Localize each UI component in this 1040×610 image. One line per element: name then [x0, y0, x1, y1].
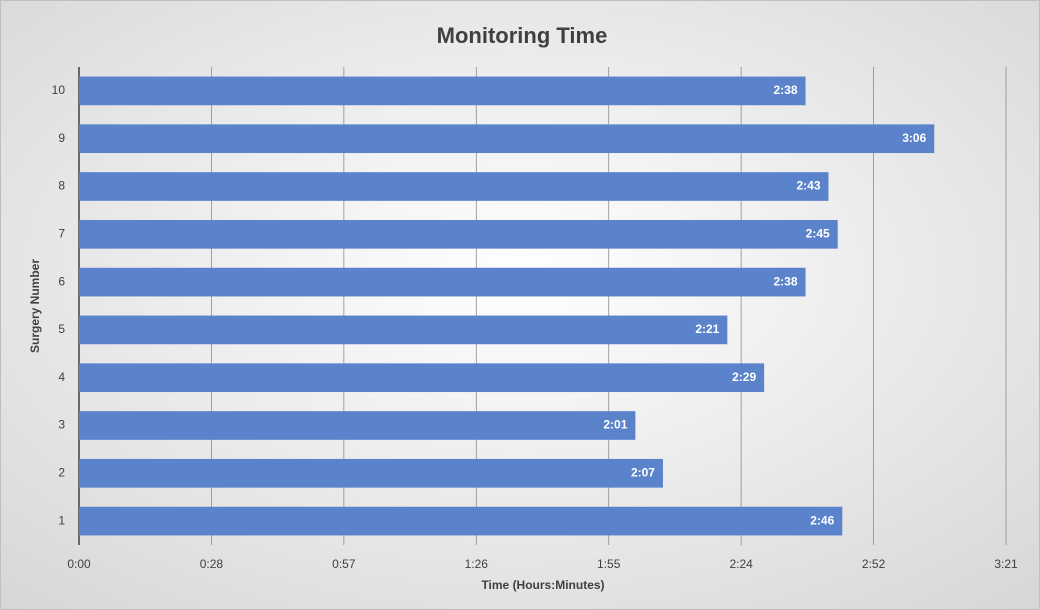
- bar: [79, 411, 636, 440]
- data-label: 2:21: [695, 322, 719, 336]
- x-tick-label: 0:28: [200, 557, 224, 571]
- y-tick-label: 10: [52, 83, 66, 97]
- y-tick-label: 7: [58, 226, 65, 240]
- y-tick-label: 8: [58, 179, 65, 193]
- bar: [79, 363, 765, 393]
- data-label: 2:38: [773, 274, 797, 288]
- bar: [79, 76, 806, 106]
- y-tick-label: 9: [58, 131, 65, 145]
- x-tick-label: 0:00: [67, 557, 91, 571]
- data-label: 2:43: [796, 179, 820, 193]
- y-tick-label: 3: [58, 418, 65, 432]
- bar: [79, 506, 843, 536]
- x-tick-label: 2:52: [862, 557, 886, 571]
- y-tick-label: 4: [58, 370, 65, 384]
- data-label: 2:01: [603, 418, 627, 432]
- data-label: 2:46: [810, 513, 834, 527]
- y-axis-title: Surgery Number: [28, 259, 42, 353]
- bar: [79, 267, 806, 297]
- data-label: 2:29: [732, 370, 756, 384]
- bar: [79, 219, 838, 249]
- y-tick-label: 1: [58, 513, 65, 527]
- y-tick-label: 2: [58, 465, 65, 479]
- x-axis-title: Time (Hours:Minutes): [481, 578, 604, 592]
- bar: [79, 315, 728, 345]
- data-label: 2:38: [773, 83, 797, 97]
- data-label: 2:45: [806, 226, 830, 240]
- x-tick-label: 1:55: [597, 557, 621, 571]
- bar: [79, 172, 829, 201]
- x-tick-label: 2:24: [729, 557, 753, 571]
- data-label: 2:07: [631, 465, 655, 479]
- y-tick-label: 5: [58, 322, 65, 336]
- x-tick-label: 1:26: [465, 557, 489, 571]
- x-tick-label: 0:57: [332, 557, 356, 571]
- chart-title: Monitoring Time: [437, 23, 608, 48]
- bar: [79, 458, 663, 488]
- y-tick-label: 6: [58, 274, 65, 288]
- x-tick-label: 3:21: [994, 557, 1018, 571]
- bar: [79, 124, 935, 154]
- data-label: 3:06: [902, 131, 926, 145]
